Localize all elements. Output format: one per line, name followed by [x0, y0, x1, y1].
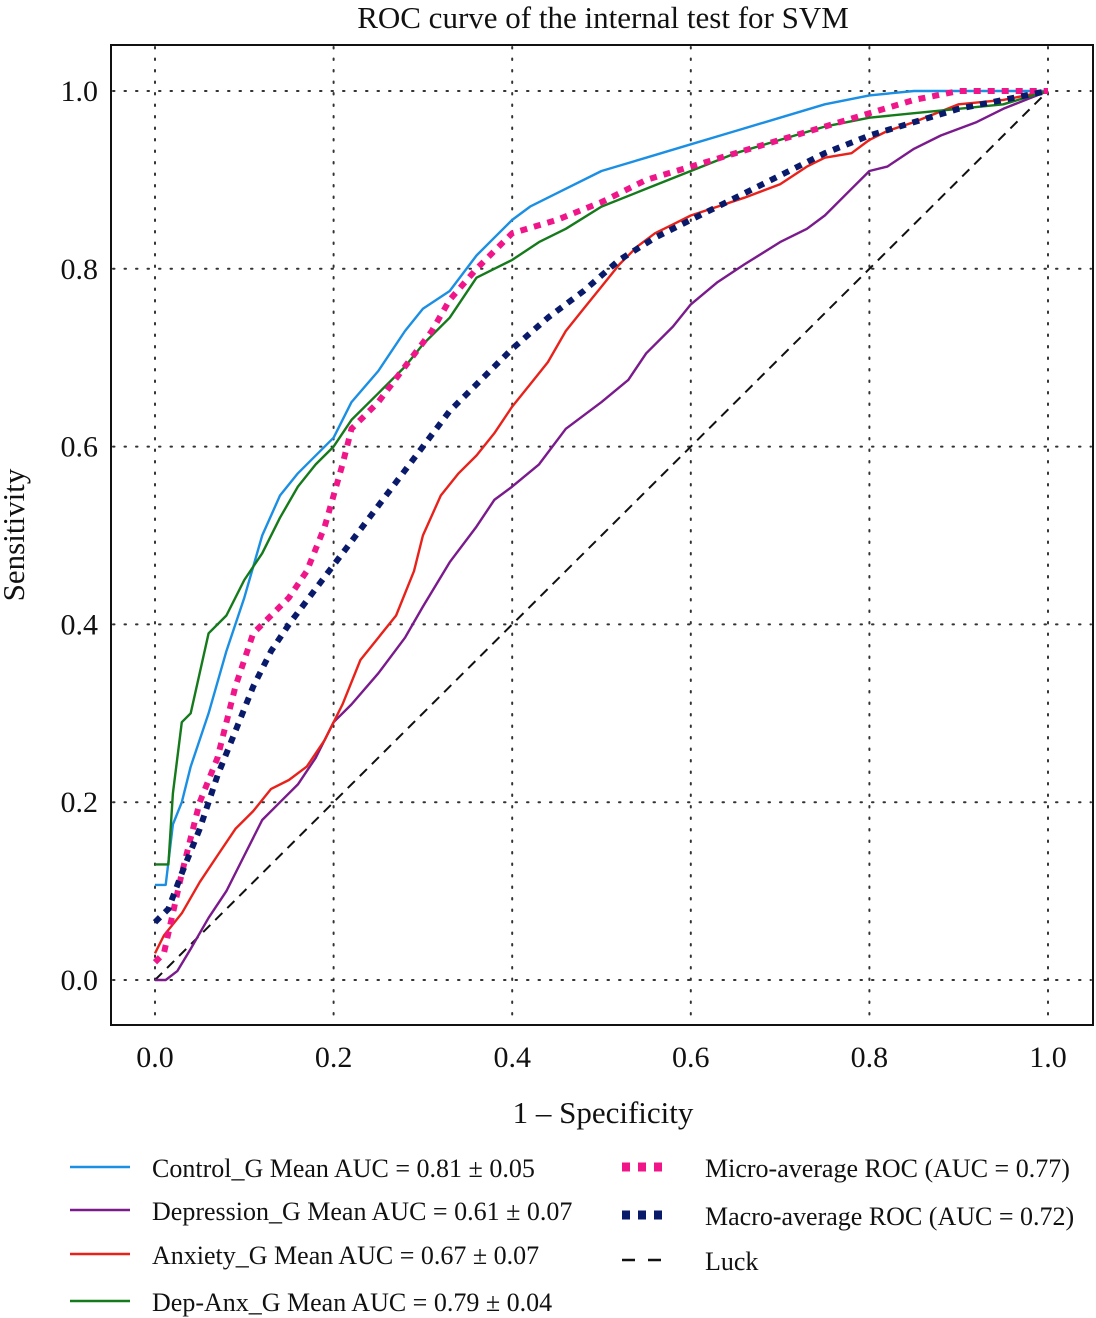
y-axis-label: Sensitivity: [0, 468, 31, 601]
chart-title: ROC curve of the internal test for SVM: [357, 0, 849, 35]
y-tick-label-4: 0.8: [61, 253, 99, 286]
legend-label-3: Dep-Anx_G Mean AUC = 0.79 ± 0.04: [152, 1288, 552, 1317]
legend-label-5: Macro-average ROC (AUC = 0.72): [705, 1202, 1074, 1231]
y-tick-label-0: 0.0: [61, 964, 99, 997]
grid: [112, 46, 1092, 1024]
y-tick-label-3: 0.6: [61, 431, 99, 464]
series-line-4: [152, 88, 1048, 965]
legend-label-6: Luck: [705, 1247, 758, 1276]
plot-frame: [110, 44, 1094, 1026]
series-line-5: [152, 88, 1049, 925]
x-tick-label-4: 0.8: [851, 1041, 889, 1074]
luck-line-group: [154, 90, 1049, 981]
x-axis-label: 1 – Specificity: [513, 1095, 694, 1130]
x-tick-label-2: 0.4: [493, 1041, 531, 1074]
y-tick-label-5: 1.0: [61, 75, 99, 108]
y-tick-label-2: 0.4: [61, 608, 99, 641]
legend-label-1: Depression_G Mean AUC = 0.61 ± 0.07: [152, 1197, 572, 1226]
series-line-0: [155, 89, 1048, 887]
series-line-3: [155, 89, 1049, 866]
series-line-2: [153, 89, 1049, 954]
legend-label-4: Micro-average ROC (AUC = 0.77): [705, 1154, 1070, 1183]
x-tick-label-3: 0.6: [672, 1041, 710, 1074]
series-line-6: [154, 90, 1049, 981]
x-tick-label-1: 0.2: [315, 1041, 353, 1074]
x-tick-label-0: 0.0: [136, 1041, 174, 1074]
legend: Control_G Mean AUC = 0.81 ± 0.05 Depressi…: [70, 1154, 1074, 1317]
series-lines: [152, 88, 1049, 982]
legend-label-0: Control_G Mean AUC = 0.81 ± 0.05: [152, 1154, 535, 1183]
legend-label-2: Anxiety_G Mean AUC = 0.67 ± 0.07: [152, 1241, 539, 1270]
x-tick-label-5: 1.0: [1029, 1041, 1067, 1074]
y-tick-label-1: 0.2: [61, 786, 99, 819]
tick-labels: 0.0 0.2 0.4 0.6 0.8 1.0 0.0 0.2 0.4 0.6 0.8 1.0: [61, 75, 1067, 1074]
series-line-1: [155, 89, 1049, 982]
